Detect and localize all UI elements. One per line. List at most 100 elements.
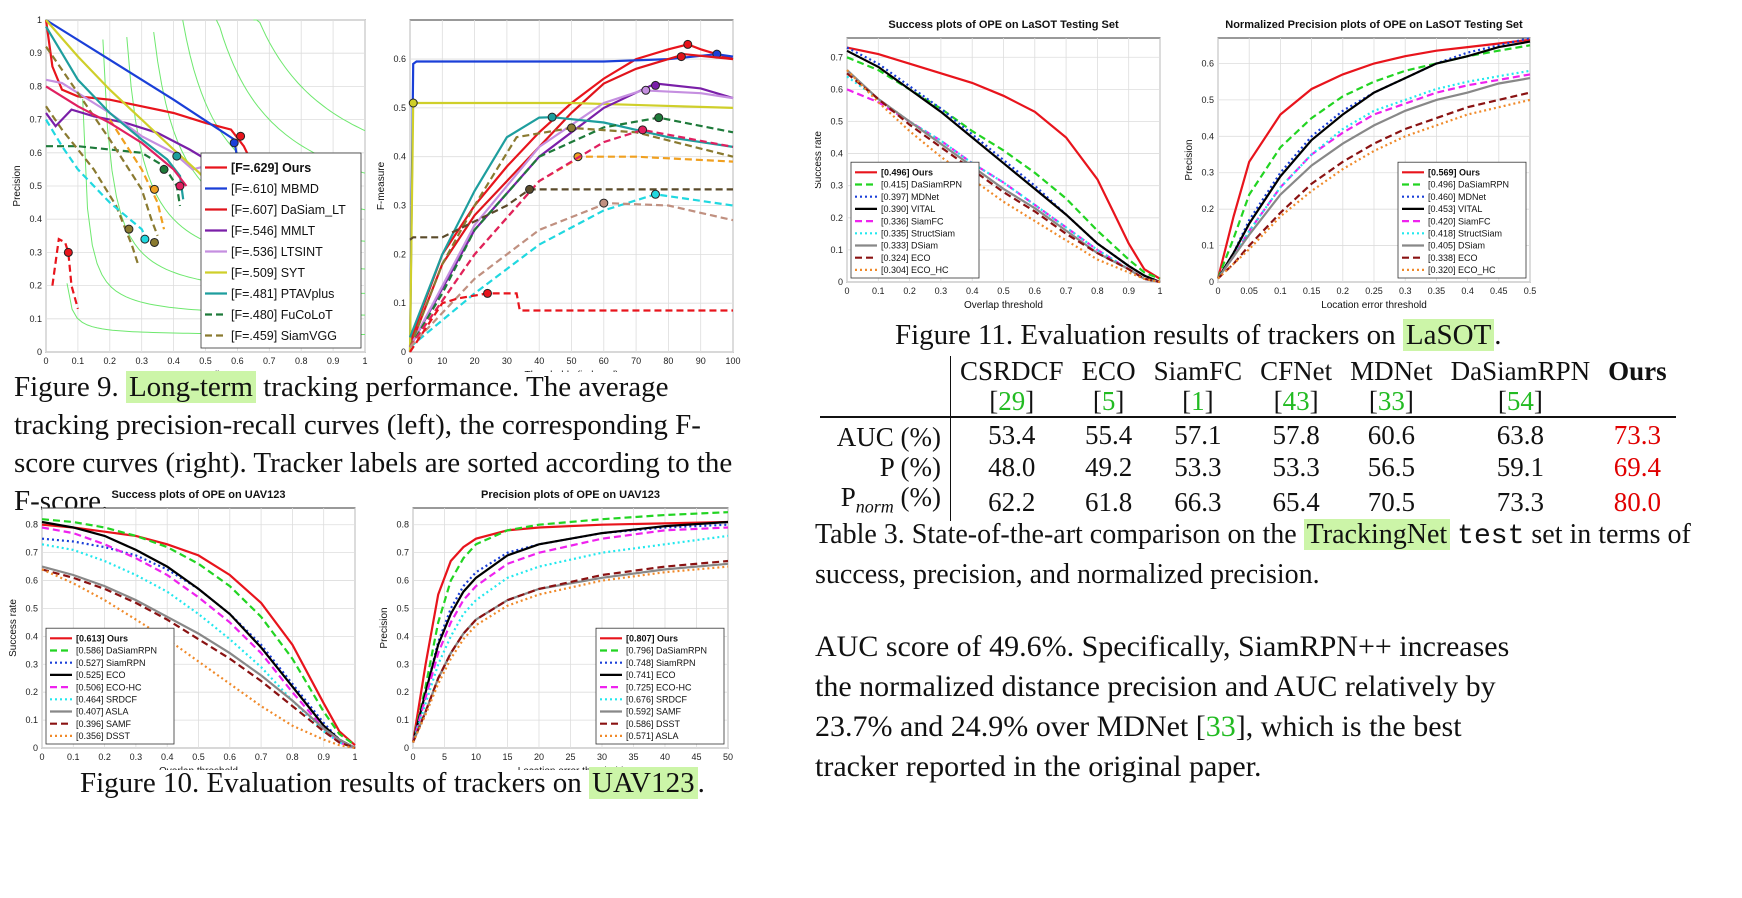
max-f-marker <box>525 184 535 194</box>
table-header-row: CSRDCF [29] ECO [5] SiamFC [1] CFNet [43] MD… <box>820 356 1676 417</box>
table-cell: 61.8 <box>1084 486 1133 517</box>
y-tick-label: 0.5 <box>25 603 38 613</box>
x-tick-label: 0.9 <box>1122 286 1135 296</box>
row-label: AUC (%) <box>820 417 951 452</box>
results-table-wrap: CSRDCF [29] ECO [5] SiamFC [1] CFNet [43] MD… <box>820 356 1676 522</box>
x-tick-label: 0.05 <box>1240 286 1258 296</box>
legend-label: [0.418] StructSiam <box>1428 228 1502 238</box>
series-line <box>41 568 356 750</box>
table-cell: 62.2 <box>988 486 1036 517</box>
x-tick-label: 1 <box>352 752 357 762</box>
table-col-header: ECO [5] <box>1081 356 1136 416</box>
fscore-chart: 0 10 20 30 40 50 60 70 80 90 100 0 0.1 0.2 0.3 0.4 0.5 0.… <box>376 19 741 372</box>
legend-label: [F=.610] MBMD <box>231 182 319 196</box>
x-tick-label: 0.2 <box>98 752 111 762</box>
table-cell: 53.3 <box>1174 452 1222 482</box>
series-line <box>108 119 166 230</box>
x-tick-label: 25 <box>565 752 575 762</box>
y-tick-label: 0.6 <box>1201 58 1214 68</box>
x-tick-label: 0.6 <box>224 752 237 762</box>
series-line <box>41 523 356 747</box>
max-f-marker <box>599 198 609 208</box>
table-cell: 48.0 <box>988 452 1036 482</box>
y-tick-label: 0.2 <box>396 687 409 697</box>
figure9-label: Figure 9. <box>14 371 119 403</box>
y-tick-label: 0.6 <box>29 148 42 158</box>
max-f-marker <box>650 80 660 90</box>
y-tick-label: 0.3 <box>25 659 38 669</box>
table-cell: 56.5 <box>1367 452 1415 482</box>
y-tick-label: 0.9 <box>29 48 42 58</box>
table-col-header: CFNet [43] <box>1260 356 1333 416</box>
table3-text: set in terms of success, precision, and … <box>815 519 1691 590</box>
x-tick-label: 0.3 <box>135 356 148 366</box>
figure11-caption: Figure 11. Evaluation results of tracker… <box>895 316 1515 354</box>
x-tick-label: 5 <box>442 752 447 762</box>
table3-highlight[interactable]: TrackingNet <box>1303 519 1451 550</box>
series-line <box>409 292 733 353</box>
legend-label: [0.320] ECO_HC <box>1428 265 1496 275</box>
table-col-header: CSRDCF [29] <box>960 356 1064 416</box>
y-tick-label: 0.3 <box>830 181 843 191</box>
x-tick-label: 80 <box>663 356 673 366</box>
legend-label: [0.525] ECO <box>76 670 126 680</box>
citation-link[interactable]: 33 <box>1377 386 1405 416</box>
legend-label: [0.676] SRDCF <box>626 694 688 704</box>
iso-f-contour <box>253 19 366 132</box>
figure10-highlight[interactable]: UAV123 <box>589 767 698 799</box>
citation-link[interactable]: 1 <box>1191 386 1205 416</box>
body-line: 23.7% and 24.9% over MDNet [33], which i… <box>815 710 1462 743</box>
legend-label: [0.333] DSiam <box>881 241 938 251</box>
table-col-header: DaSiamRPN [54] <box>1450 356 1591 416</box>
x-tick-label: 0.5 <box>1524 286 1537 296</box>
table-row: AUC (%) 53.4 55.4 57.1 57.8 60.6 63.8 73… <box>820 417 1676 452</box>
max-f-marker <box>140 234 150 244</box>
max-f-marker <box>175 181 185 191</box>
y-tick-label: 0.5 <box>393 103 406 113</box>
y-tick-label: 0.4 <box>1201 131 1214 141</box>
legend-label: [0.336] SiamFC <box>881 216 944 226</box>
series-line <box>45 78 206 171</box>
citation-link[interactable]: 5 <box>1101 386 1116 416</box>
table-col-header: MDNet [33] <box>1350 356 1433 416</box>
y-tick-label: 0.2 <box>393 249 406 259</box>
x-tick-label: 0.2 <box>903 286 916 296</box>
figure9-highlight[interactable]: Long-term <box>125 371 256 403</box>
table-row: Pnorm (%) 62.2 61.8 66.3 65.4 70.5 73.3 … <box>820 482 1676 522</box>
x-tick-label: 20 <box>470 356 480 366</box>
max-f-marker <box>236 131 246 141</box>
series-line <box>408 116 734 338</box>
citation-link[interactable]: 54 <box>1506 386 1534 416</box>
series-line <box>409 201 734 348</box>
max-f-marker <box>124 224 134 234</box>
y-tick-label: 0.2 <box>25 687 38 697</box>
table-cell-best: 73.3 <box>1613 420 1661 450</box>
x-tick-label: 0.4 <box>1461 286 1474 296</box>
figure11-highlight[interactable]: LaSOT <box>1402 319 1495 351</box>
y-tick-label: 0.4 <box>29 214 42 224</box>
x-tick-label: 0.1 <box>872 286 885 296</box>
citation-link[interactable]: 29 <box>998 386 1026 416</box>
legend-label: [0.807] Ours <box>626 633 678 643</box>
figure11-label: Figure 11. Evaluation results of tracker… <box>895 319 1396 351</box>
table-cell: 55.4 <box>1084 420 1133 450</box>
y-tick-label: 0.1 <box>29 314 42 324</box>
table-cell: 49.2 <box>1084 452 1133 482</box>
table-cell: 53.4 <box>988 420 1036 450</box>
legend-label: [0.496] Ours <box>881 167 933 177</box>
x-tick-label: 0.4 <box>966 286 979 296</box>
pr-curve-chart: 0 0.1 0.2 0.3 0.4 0.5 0.6 0.7 0.8 0.9 1 0 0.1 0.2 0.3 0… <box>12 15 368 372</box>
chart-title: Precision plots of OPE on UAV123 <box>481 489 660 501</box>
series-line <box>411 526 729 743</box>
legend-label: [F=.607] DaSiam_LT <box>231 203 346 217</box>
series-line <box>45 119 150 243</box>
uav-precision-chart: 0 5 10 15 20 25 30 35 40 45 50 0 0.1 0.2 0.3 0.4 0.5 0.6 0… <box>379 489 733 770</box>
uav-success-chart: 0 0.1 0.2 0.3 0.4 0.5 0.6 0.7 0.8 0.9 1 0 0.1 0.2 0.3 0… <box>8 489 358 770</box>
x-tick-label: 15 <box>502 752 512 762</box>
series-line <box>408 101 734 353</box>
citation-link[interactable]: 43 <box>1282 386 1310 416</box>
body-line: the normalized distance precision and AU… <box>815 670 1496 703</box>
max-f-marker <box>149 237 159 247</box>
citation-link[interactable]: 33 <box>1205 710 1236 743</box>
legend-label: [0.405] DSiam <box>1428 241 1485 251</box>
